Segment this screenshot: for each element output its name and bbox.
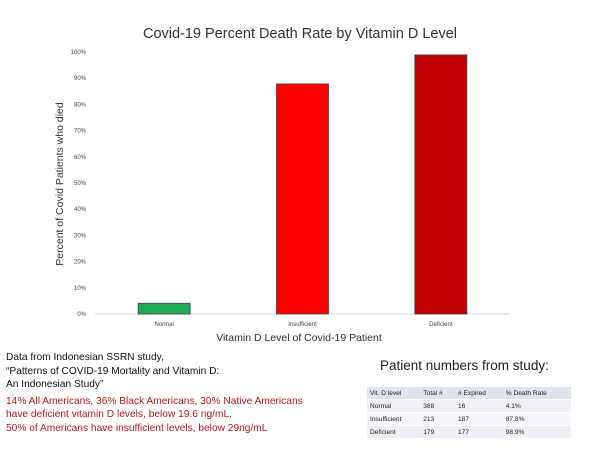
- bars: [137, 54, 468, 315]
- column-header: Vit. D level: [367, 387, 421, 400]
- y-tick-label: 60%: [74, 155, 87, 161]
- y-tick-label: 80%: [74, 102, 87, 108]
- x-category-label: Deficient: [429, 322, 453, 328]
- x-axis-categories: Normal Insufficient Deficient: [154, 322, 452, 328]
- y-tick-label: 30%: [74, 233, 87, 239]
- y-tick-label: 20%: [74, 260, 87, 266]
- table-cell: 177: [455, 425, 503, 439]
- stat-note-line: 14% All Americans, 36% Black Americans, …: [6, 395, 303, 407]
- table-cell: 388: [420, 399, 455, 413]
- table-row: Deficient 179 177 98.9%: [367, 425, 571, 439]
- study-notes: Data from Indonesian SSRN study, “Pattern…: [6, 351, 351, 435]
- stat-note-line: 50% of Americans have insufficient level…: [6, 422, 268, 434]
- column-header: Total #: [420, 387, 455, 400]
- bar-insufficient: [276, 83, 329, 315]
- table-row: Insufficient 213 187 87.8%: [367, 412, 571, 426]
- table-cell: Normal: [367, 399, 421, 413]
- patient-numbers-table: Vit. D level Total # # Expired% Death Rate…: [367, 387, 571, 439]
- y-tick-label: 40%: [74, 207, 87, 213]
- y-axis-ticks: 0% 10% 20% 30% 40% 50% 60% 70% 80% 90% 100%: [71, 50, 87, 318]
- death-rate-bar-chart: Covid-19 Percent Death Rate by Vitamin D…: [54, 26, 510, 344]
- table-header-row: Vit. D level Total # # Expired% Death Rate: [367, 387, 571, 400]
- table-cell: Insufficient: [367, 412, 421, 426]
- table-cell: 16: [455, 399, 503, 413]
- source-line: An Indonesian Study”: [6, 379, 104, 390]
- table-heading: Patient numbers from study:: [380, 358, 549, 373]
- y-tick-label: 10%: [74, 286, 87, 292]
- y-tick-label: 100%: [71, 50, 87, 56]
- x-category-label: Normal: [154, 322, 173, 328]
- y-tick-label: 70%: [74, 129, 87, 135]
- y-tick-label: 50%: [74, 181, 87, 187]
- table-cell: 98.9%: [502, 425, 571, 439]
- table-cell: 87.8%: [502, 412, 571, 426]
- y-tick-label: 90%: [74, 76, 87, 82]
- y-tick-label: 0%: [77, 312, 86, 318]
- x-category-label: Insufficient: [288, 322, 317, 328]
- stat-note-line: have deficient vitamin D levels, below 1…: [6, 409, 232, 420]
- table-cell: Deficient: [367, 425, 421, 439]
- source-citation: Data from Indonesian SSRN study, “Pattern…: [6, 351, 351, 392]
- table-cell: 179: [420, 425, 455, 439]
- source-line: Data from Indonesian SSRN study,: [6, 352, 164, 363]
- table-row: Normal 388 16 4.1%: [367, 399, 571, 413]
- column-header: % Death Rate: [502, 387, 571, 400]
- column-header: # Expired: [455, 387, 503, 400]
- table-cell: 4.1%: [502, 399, 571, 413]
- y-axis-title: Percent of Covid Patients who died: [54, 102, 66, 266]
- table-cell: 213: [420, 412, 455, 426]
- bar-normal: [137, 302, 191, 315]
- chart-title: Covid-19 Percent Death Rate by Vitamin D…: [143, 26, 457, 42]
- bar-deficient: [414, 54, 468, 315]
- x-axis-title: Vitamin D Level of Covid-19 Patient: [216, 332, 382, 344]
- table-cell: 187: [455, 412, 503, 426]
- vitamin-d-stats-notes: 14% All Americans, 36% Black Americans, …: [6, 395, 351, 436]
- source-line: “Patterns of COVID-19 Mortality and Vita…: [6, 365, 220, 377]
